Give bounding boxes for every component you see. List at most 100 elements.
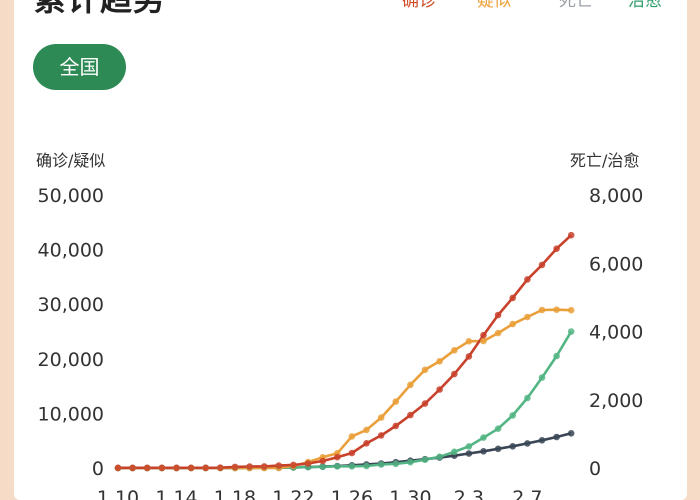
data-point — [319, 463, 327, 471]
data-point — [114, 464, 122, 472]
data-point — [465, 450, 473, 457]
data-point — [480, 448, 487, 455]
left-axis-tick-label: 50,000 — [38, 185, 104, 207]
data-point — [363, 426, 370, 434]
series-line-疑似 — [118, 308, 572, 470]
data-point — [436, 386, 443, 393]
data-point — [436, 358, 443, 365]
data-point — [377, 432, 385, 439]
data-point — [465, 353, 473, 360]
left-axis-tick-label: 10,000 — [38, 403, 104, 425]
data-point — [392, 422, 400, 430]
data-point — [465, 443, 473, 450]
data-point — [348, 433, 356, 440]
x-axis-tick-label: 1.26 — [331, 487, 373, 500]
data-point — [217, 464, 224, 472]
data-point — [524, 313, 531, 321]
data-point — [407, 381, 414, 389]
trend-card: 累计趋势 确诊 疑似 死亡 治愈 全国 确诊/疑似 死亡/治愈 0 10,000 2… — [14, 0, 687, 500]
data-point — [509, 443, 516, 450]
data-point — [407, 411, 414, 419]
data-point — [553, 352, 560, 360]
x-axis-tick-label: 1.10 — [97, 487, 139, 500]
left-axis-tick-label: 0 — [92, 458, 104, 480]
data-point — [246, 463, 253, 470]
data-point — [567, 231, 575, 239]
data-point — [465, 338, 473, 345]
data-point — [451, 370, 458, 378]
data-point — [187, 464, 195, 472]
x-axis-tick-label: 1.22 — [272, 487, 314, 500]
data-point — [421, 366, 429, 374]
data-point — [377, 414, 385, 421]
data-point — [143, 464, 151, 472]
right-axis-tick-label: 6,000 — [589, 253, 643, 275]
left-axis-tick-label: 30,000 — [38, 294, 104, 316]
data-point — [377, 461, 385, 468]
data-point — [363, 462, 370, 470]
data-point — [129, 464, 136, 472]
data-point — [553, 306, 560, 314]
data-point — [451, 448, 458, 456]
x-axis-tick-label: 2.3 — [454, 487, 484, 500]
x-axis-tick-label: 1.30 — [389, 487, 431, 500]
data-point — [494, 311, 502, 319]
data-point — [524, 440, 531, 447]
data-point — [334, 463, 341, 470]
legend-confirmed[interactable]: 确诊 — [402, 0, 436, 11]
data-point — [494, 425, 502, 433]
data-point — [275, 462, 283, 469]
data-point — [260, 463, 268, 470]
data-point — [509, 294, 516, 302]
data-point — [319, 457, 327, 465]
data-point — [524, 276, 531, 283]
data-point — [538, 437, 546, 444]
scope-nationwide-button[interactable]: 全国 — [33, 44, 126, 90]
data-point — [494, 329, 502, 337]
left-axis-title: 确诊/疑似 — [36, 151, 105, 170]
data-point — [290, 461, 297, 469]
cumulative-trend-chart: 确诊/疑似 死亡/治愈 0 10,000 20,000 30,000 40,000 50,… — [36, 151, 643, 500]
series-line-确诊 — [118, 234, 573, 470]
x-axis-tick-label: 2.7 — [512, 487, 542, 500]
data-point — [480, 434, 487, 441]
data-point — [392, 460, 400, 468]
left-axis-tick-label: 20,000 — [38, 349, 104, 371]
right-axis-title: 死亡/治愈 — [570, 151, 639, 170]
chart-legend: 确诊 疑似 死亡 治愈 — [14, 0, 687, 11]
data-point — [567, 328, 575, 335]
data-point — [480, 337, 487, 345]
data-point — [567, 430, 575, 437]
data-point — [231, 463, 239, 471]
x-axis-tick-label: 1.14 — [155, 487, 197, 500]
data-point — [173, 464, 180, 472]
data-point — [538, 261, 546, 269]
data-point — [202, 464, 209, 472]
data-point — [524, 394, 531, 402]
data-point — [421, 400, 429, 407]
right-axis-tick-label: 0 — [589, 458, 601, 480]
data-point — [407, 458, 414, 466]
left-axis-tick-label: 40,000 — [38, 240, 104, 262]
data-point — [494, 445, 502, 453]
right-axis-tick-label: 2,000 — [589, 390, 643, 412]
legend-suspected[interactable]: 疑似 — [477, 0, 511, 11]
data-point — [567, 306, 575, 314]
data-point — [553, 245, 560, 252]
data-point — [480, 331, 487, 339]
data-point — [304, 460, 312, 467]
page-title: 累计趋势 — [34, 0, 166, 20]
legend-death[interactable]: 死亡 — [559, 0, 593, 11]
data-point — [421, 456, 429, 464]
data-point — [158, 464, 166, 472]
data-point — [348, 449, 356, 457]
data-point — [436, 453, 443, 461]
right-axis-tick-label: 4,000 — [589, 322, 643, 344]
data-point — [509, 412, 516, 419]
legend-cured[interactable]: 治愈 — [628, 0, 662, 11]
right-axis-tick-label: 8,000 — [589, 185, 643, 207]
x-axis-tick-label: 1.18 — [214, 487, 256, 500]
data-point — [538, 306, 546, 314]
data-point — [451, 347, 458, 354]
data-point — [363, 440, 370, 447]
